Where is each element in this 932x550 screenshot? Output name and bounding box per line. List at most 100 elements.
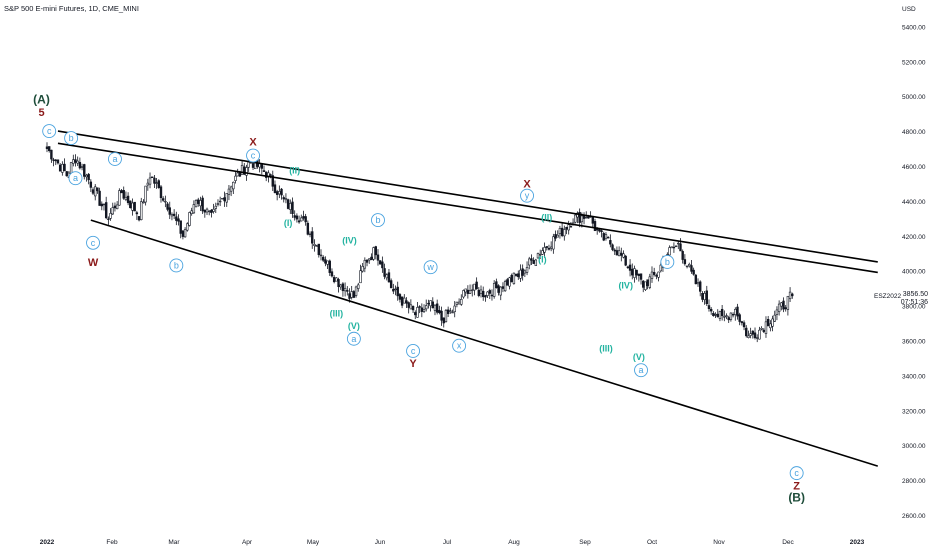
candle-body — [422, 309, 426, 312]
candle-body — [694, 274, 698, 285]
candle-body — [300, 217, 303, 222]
candle-body — [764, 321, 768, 334]
candle-body — [210, 209, 213, 213]
candle-body — [609, 240, 612, 245]
candle-body — [600, 230, 603, 233]
candle-body — [368, 258, 371, 261]
x-tick-label: May — [307, 539, 320, 546]
candle-body — [378, 260, 382, 265]
candle-body — [683, 259, 687, 265]
candle-body — [264, 171, 268, 178]
wave-label-circle — [86, 235, 100, 250]
candle-body — [80, 166, 84, 168]
wave-label: b — [375, 215, 380, 225]
y-tick-label: 3200.00 — [902, 408, 926, 415]
candle-body — [466, 289, 470, 294]
candle-body — [87, 173, 90, 181]
candle-body — [304, 216, 307, 223]
candle-body — [508, 277, 511, 287]
candle-body — [321, 256, 325, 261]
candle-body — [65, 171, 68, 177]
wave-label: (II) — [289, 165, 300, 175]
candle-body — [96, 187, 99, 192]
x-tick-label: Nov — [713, 539, 725, 546]
candle-body — [674, 245, 678, 248]
candle-body — [742, 322, 746, 328]
candle-body — [232, 181, 235, 190]
candle-body — [484, 295, 487, 298]
candle-body — [475, 281, 478, 290]
candle-body — [363, 259, 367, 269]
candles — [45, 142, 794, 343]
candle-body — [275, 191, 279, 195]
candle-body — [514, 273, 518, 276]
candle-body — [780, 302, 783, 307]
candle-body — [308, 233, 312, 236]
candle-body — [521, 268, 524, 276]
candle-body — [188, 212, 191, 226]
candle-body — [692, 269, 695, 275]
candle-body — [679, 243, 682, 252]
candle-body — [773, 314, 776, 322]
candle-body — [749, 333, 752, 336]
candle-body — [126, 195, 130, 204]
candle-body — [622, 253, 625, 258]
candle-body — [635, 269, 638, 276]
candle-body — [260, 164, 264, 169]
y-tick-label: 4000.00 — [902, 269, 926, 276]
candle-body — [107, 218, 110, 220]
candle-body — [282, 197, 285, 200]
wave-label: b — [665, 257, 670, 267]
wave-label: c — [91, 238, 96, 248]
wave-label: (IV) — [342, 235, 357, 245]
candle-body — [297, 220, 301, 223]
candle-body — [477, 289, 481, 296]
candle-body — [339, 284, 342, 288]
wave-label: X — [523, 178, 531, 190]
candle-body — [440, 310, 443, 321]
candle-body — [214, 205, 217, 209]
wave-label: (I) — [284, 218, 293, 228]
candle-body — [392, 288, 395, 292]
candle-body — [63, 163, 66, 172]
candle-body — [453, 305, 456, 313]
wave-label: (I) — [538, 254, 547, 264]
candle-body — [745, 327, 748, 337]
candle-body — [251, 163, 255, 168]
candle-body — [685, 265, 689, 268]
candle-body — [639, 273, 643, 280]
wave-label: c — [47, 126, 52, 136]
last-price-value: 3856.50 — [902, 291, 928, 298]
wave-label: c — [411, 346, 416, 356]
candle-body — [271, 175, 274, 187]
wave-label: Z — [793, 480, 800, 492]
candle-body — [444, 309, 448, 323]
candle-body — [186, 223, 189, 231]
candle-body — [394, 288, 397, 291]
candle-body — [361, 266, 364, 272]
candle-body — [771, 318, 774, 327]
wave-label: a — [73, 173, 78, 183]
candle-body — [530, 258, 533, 261]
wave-label: (III) — [599, 343, 613, 353]
candle-body — [407, 302, 410, 308]
trend-line-upper-trend — [57, 130, 878, 263]
candle-body — [335, 277, 338, 282]
candle-body — [442, 317, 445, 324]
candle-body — [89, 181, 93, 188]
candle-body — [574, 214, 577, 223]
candle-body — [547, 247, 551, 250]
candle-body — [144, 185, 147, 203]
candle-body — [289, 203, 292, 210]
x-tick-label: Sep — [579, 539, 591, 546]
candle-body — [565, 226, 568, 230]
candle-body — [775, 309, 779, 315]
candle-body — [688, 263, 691, 267]
candle-body — [203, 209, 207, 213]
x-tick-label: Mar — [168, 539, 180, 546]
candle-body — [98, 190, 101, 206]
bar-countdown: 07:51:36 — [900, 299, 928, 306]
candle-body — [791, 293, 794, 297]
candle-body — [389, 280, 393, 289]
